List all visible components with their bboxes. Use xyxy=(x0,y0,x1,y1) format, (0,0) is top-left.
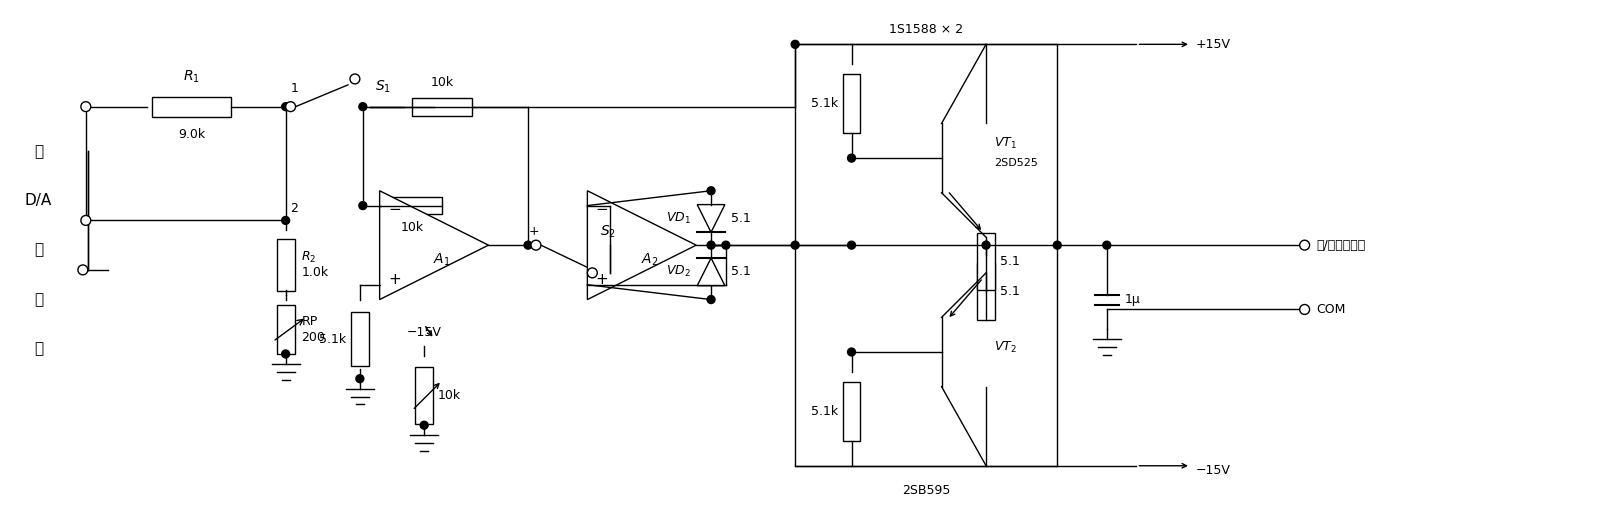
Bar xyxy=(276,239,294,291)
Circle shape xyxy=(359,103,367,111)
Bar xyxy=(978,263,995,320)
Circle shape xyxy=(722,241,730,249)
Text: 正/负输出电压: 正/负输出电压 xyxy=(1317,239,1366,252)
Text: 器: 器 xyxy=(34,342,44,357)
Circle shape xyxy=(983,241,991,249)
Text: $-$: $-$ xyxy=(388,200,401,215)
Text: 5.1k: 5.1k xyxy=(811,405,837,418)
Circle shape xyxy=(281,350,289,358)
Text: 1S1588 × 2: 1S1588 × 2 xyxy=(889,23,963,36)
Text: $VD_2$: $VD_2$ xyxy=(666,264,692,279)
Text: $A_1$: $A_1$ xyxy=(433,252,451,268)
Text: $+$: $+$ xyxy=(595,272,609,288)
Text: 5.1k: 5.1k xyxy=(318,333,346,346)
Polygon shape xyxy=(696,258,726,286)
Circle shape xyxy=(281,216,289,224)
Bar xyxy=(842,381,860,441)
Circle shape xyxy=(708,187,714,195)
Text: 10k: 10k xyxy=(430,76,454,89)
Polygon shape xyxy=(587,191,696,299)
Bar xyxy=(795,44,1057,466)
Circle shape xyxy=(78,265,87,275)
Text: 10k: 10k xyxy=(438,389,461,402)
Bar xyxy=(351,312,368,366)
Text: $VT_2$: $VT_2$ xyxy=(994,339,1016,354)
Text: 5.1: 5.1 xyxy=(730,212,751,225)
Text: 转: 转 xyxy=(34,242,44,257)
Circle shape xyxy=(847,241,855,249)
Circle shape xyxy=(708,296,714,304)
Text: 9.0k: 9.0k xyxy=(178,128,205,141)
Circle shape xyxy=(351,74,360,84)
Text: −15V: −15V xyxy=(407,326,441,339)
Text: 5.1: 5.1 xyxy=(1000,285,1020,298)
Circle shape xyxy=(286,102,296,112)
Text: $R_2$: $R_2$ xyxy=(302,250,317,265)
Text: 1.0k: 1.0k xyxy=(302,266,328,279)
Text: 5.1: 5.1 xyxy=(730,265,751,278)
Circle shape xyxy=(532,240,541,250)
Circle shape xyxy=(708,241,714,249)
Text: $-$: $-$ xyxy=(595,200,609,215)
Text: 10k: 10k xyxy=(401,222,423,235)
Text: 换: 换 xyxy=(34,292,44,307)
Bar xyxy=(383,197,441,214)
Text: RP: RP xyxy=(302,315,318,328)
Bar xyxy=(978,233,995,290)
Polygon shape xyxy=(380,191,488,299)
Polygon shape xyxy=(696,204,726,233)
Text: 5.1: 5.1 xyxy=(1000,255,1020,268)
Bar xyxy=(276,305,294,354)
Text: D/A: D/A xyxy=(24,193,52,208)
Text: $+$: $+$ xyxy=(388,272,401,288)
Text: 200: 200 xyxy=(302,331,325,344)
Text: +15V: +15V xyxy=(1196,38,1231,51)
Circle shape xyxy=(847,154,855,162)
Text: 5.1k: 5.1k xyxy=(811,97,837,110)
Circle shape xyxy=(359,201,367,210)
Text: 2: 2 xyxy=(291,202,299,215)
Circle shape xyxy=(1102,241,1110,249)
Circle shape xyxy=(847,348,855,356)
Circle shape xyxy=(356,375,364,383)
Circle shape xyxy=(1299,305,1309,315)
Text: $A_2$: $A_2$ xyxy=(642,252,658,268)
Circle shape xyxy=(587,268,598,278)
Circle shape xyxy=(81,215,90,225)
Bar xyxy=(842,74,860,133)
Bar xyxy=(412,98,472,116)
Text: 1μ: 1μ xyxy=(1125,293,1141,306)
Circle shape xyxy=(1299,240,1309,250)
Circle shape xyxy=(281,103,289,111)
Text: $+$: $+$ xyxy=(528,225,540,238)
Text: 接: 接 xyxy=(34,144,44,159)
Circle shape xyxy=(81,102,90,112)
Text: $S_1$: $S_1$ xyxy=(375,78,391,95)
Text: $S_2$: $S_2$ xyxy=(600,223,616,239)
Circle shape xyxy=(420,421,428,429)
Circle shape xyxy=(792,40,798,48)
Bar xyxy=(415,367,433,424)
Text: −15V: −15V xyxy=(1196,464,1231,477)
Circle shape xyxy=(792,241,798,249)
Text: $VT_1$: $VT_1$ xyxy=(994,135,1016,151)
Circle shape xyxy=(524,241,532,249)
Circle shape xyxy=(1054,241,1062,249)
Text: 2SD525: 2SD525 xyxy=(994,158,1037,168)
Text: 2SB595: 2SB595 xyxy=(902,484,950,497)
Text: $VD_1$: $VD_1$ xyxy=(666,211,692,226)
Text: COM: COM xyxy=(1317,303,1346,316)
Text: $R_1$: $R_1$ xyxy=(183,69,200,85)
Bar xyxy=(152,97,231,117)
Text: 1: 1 xyxy=(291,82,299,95)
